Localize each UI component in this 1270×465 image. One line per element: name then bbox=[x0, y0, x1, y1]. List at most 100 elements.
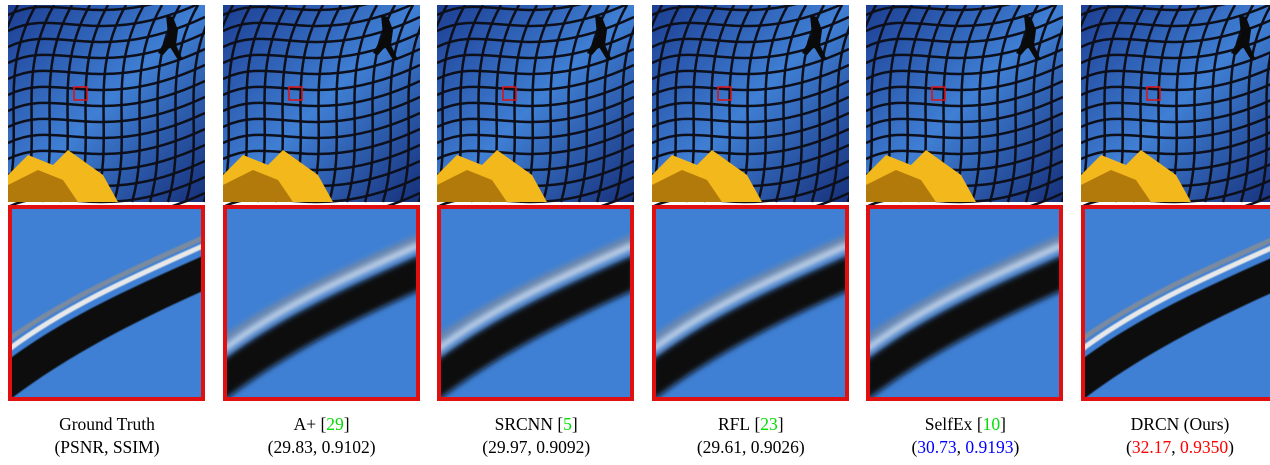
caption-title: Ground Truth bbox=[0, 414, 222, 435]
panel-image bbox=[845, 0, 1094, 401]
window-frame bbox=[436, 47, 635, 81]
edge-dark bbox=[8, 255, 205, 401]
panel-image bbox=[1059, 0, 1270, 401]
caption-text: 0.9092 bbox=[536, 437, 585, 457]
figure-silhouette bbox=[372, 15, 398, 60]
window-frame bbox=[222, 47, 421, 81]
caption-title: RFL [23] bbox=[636, 414, 866, 435]
window-frame bbox=[595, 4, 629, 203]
window-frame bbox=[7, 0, 171, 17]
window-frame bbox=[1025, 4, 1058, 203]
figure-silhouette bbox=[1016, 15, 1042, 60]
caption-text: , bbox=[1171, 437, 1180, 457]
window-frame bbox=[399, 4, 432, 203]
caption-text: ] bbox=[1000, 414, 1006, 434]
window-frame bbox=[1239, 4, 1270, 203]
zoom-edge bbox=[6, 234, 207, 401]
edge-light bbox=[221, 242, 421, 353]
building-shade bbox=[866, 170, 937, 202]
zoom-border bbox=[866, 205, 1064, 401]
edge-light bbox=[435, 242, 636, 353]
zoom-edge bbox=[650, 234, 850, 401]
caption-text: ) bbox=[369, 437, 376, 457]
window-frame bbox=[381, 4, 414, 203]
window-frame bbox=[774, 4, 807, 203]
zoom-edge bbox=[1079, 237, 1270, 401]
window-frame bbox=[345, 4, 378, 203]
caption-metrics: (32.17, 0.9350) bbox=[1065, 437, 1270, 458]
caption-text: ( bbox=[482, 437, 489, 457]
caption-text: A+ bbox=[293, 414, 317, 434]
window-frame bbox=[559, 4, 593, 203]
caption-text: ) bbox=[153, 437, 160, 457]
caption-text: ) bbox=[798, 437, 805, 457]
window-frame bbox=[1257, 51, 1270, 203]
window-frame bbox=[651, 0, 815, 17]
building-shade bbox=[1081, 170, 1151, 202]
zoom-marker bbox=[717, 86, 732, 101]
caption-metrics: (29.83, 0.9102) bbox=[207, 437, 437, 458]
panel: DRCN (Ours) (32.17, 0.9350) bbox=[1059, 0, 1270, 457]
window-frame bbox=[1185, 4, 1219, 203]
figure-silhouette bbox=[801, 15, 827, 60]
caption-text: [ bbox=[320, 414, 327, 434]
window-frame bbox=[327, 4, 360, 203]
caption-text: ( bbox=[267, 437, 274, 457]
zoom-marker bbox=[1146, 86, 1161, 101]
caption-text: 0.9026 bbox=[750, 437, 799, 457]
caption-text: Ground Truth bbox=[59, 414, 155, 434]
zoom-border bbox=[222, 205, 420, 401]
caption-text: ( bbox=[54, 437, 61, 457]
edge-light bbox=[650, 242, 850, 353]
caption-metrics: (PSNR, SSIM) bbox=[0, 437, 222, 458]
panel: RFL [23] (29.61, 0.9026) bbox=[630, 0, 879, 457]
panel-image bbox=[201, 0, 450, 401]
edge-dark bbox=[1081, 258, 1270, 401]
edge-dark bbox=[651, 255, 849, 401]
caption-metrics: (29.97, 0.9092) bbox=[421, 437, 651, 458]
zoom-border bbox=[8, 205, 205, 401]
caption-text: SRCNN bbox=[494, 414, 553, 434]
caption-title: SRCNN [5] bbox=[421, 414, 651, 435]
zoom-border bbox=[437, 205, 635, 401]
figure-silhouette bbox=[587, 15, 613, 60]
window-frame bbox=[7, 47, 206, 81]
panel: SRCNN [5] (29.97, 0.9092) bbox=[415, 0, 665, 457]
caption-text: 29.61 bbox=[702, 437, 743, 457]
caption-text: ) bbox=[584, 437, 591, 457]
caption-text: ] bbox=[571, 414, 578, 434]
window-frame bbox=[613, 4, 647, 203]
edge-light bbox=[1079, 245, 1270, 353]
caption-text: , bbox=[104, 437, 113, 457]
window-frame bbox=[756, 4, 789, 203]
window-frame bbox=[1080, 0, 1244, 17]
caption-text: , bbox=[742, 437, 751, 457]
caption-title: DRCN (Ours) bbox=[1065, 414, 1270, 435]
caption-text: [ bbox=[754, 414, 761, 434]
building-shade bbox=[222, 170, 293, 202]
window-frame bbox=[810, 4, 843, 203]
caption-text: [ bbox=[976, 414, 983, 434]
window-frame bbox=[222, 0, 386, 17]
caption-text: 32.17 bbox=[1131, 437, 1172, 457]
caption-text: [ bbox=[557, 414, 564, 434]
caption-text: 29 bbox=[326, 414, 344, 434]
window-frame bbox=[1043, 4, 1076, 203]
edge-dark bbox=[437, 255, 635, 401]
caption-metrics: (29.61, 0.9026) bbox=[636, 437, 866, 458]
window-frame bbox=[166, 4, 200, 203]
caption-text: ] bbox=[343, 414, 350, 434]
edge-grey bbox=[435, 234, 636, 343]
window-frame bbox=[828, 4, 861, 203]
caption-title: SelfEx [10] bbox=[850, 414, 1080, 435]
caption-text: 5 bbox=[563, 414, 572, 434]
window-frame bbox=[651, 47, 850, 81]
edge-light bbox=[864, 242, 1065, 353]
building-shade bbox=[437, 170, 508, 202]
caption-text: SSIM bbox=[112, 437, 154, 457]
window-frame bbox=[130, 4, 164, 203]
caption-metrics: (30.73, 0.9193) bbox=[850, 437, 1080, 458]
caption-text: 30.73 bbox=[917, 437, 957, 457]
panel-image bbox=[415, 0, 665, 401]
